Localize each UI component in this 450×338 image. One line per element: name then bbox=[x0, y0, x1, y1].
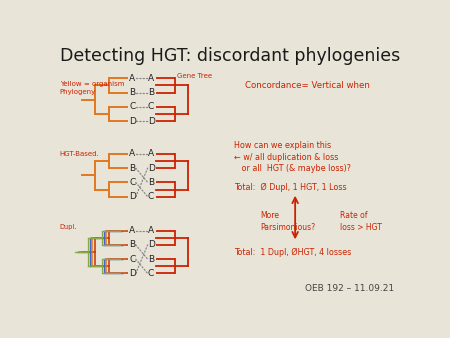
Text: C: C bbox=[129, 102, 135, 112]
Text: B: B bbox=[148, 88, 154, 97]
Text: B: B bbox=[129, 240, 135, 249]
Text: D: D bbox=[148, 117, 154, 126]
Text: B: B bbox=[148, 255, 154, 264]
Text: Dupl.: Dupl. bbox=[60, 224, 77, 230]
Text: B: B bbox=[129, 88, 135, 97]
Text: A: A bbox=[148, 226, 154, 235]
Text: Detecting HGT: discordant phylogenies: Detecting HGT: discordant phylogenies bbox=[60, 47, 401, 65]
Text: A: A bbox=[148, 149, 154, 158]
Text: D: D bbox=[129, 269, 136, 278]
Text: B: B bbox=[148, 178, 154, 187]
Text: Yellow = organism
Phylogeny: Yellow = organism Phylogeny bbox=[60, 81, 124, 95]
Text: D: D bbox=[148, 240, 154, 249]
Text: HGT-Based.: HGT-Based. bbox=[60, 151, 99, 157]
Text: Rate of
loss > HGT: Rate of loss > HGT bbox=[341, 211, 382, 232]
Text: A: A bbox=[129, 226, 135, 235]
Text: A: A bbox=[129, 149, 135, 158]
Text: Concordance= Vertical when: Concordance= Vertical when bbox=[245, 81, 369, 90]
Text: Total:  1 Dupl, ØHGT, 4 losses: Total: 1 Dupl, ØHGT, 4 losses bbox=[234, 247, 351, 257]
Text: C: C bbox=[148, 102, 154, 112]
Text: B: B bbox=[129, 164, 135, 173]
Text: D: D bbox=[129, 117, 136, 126]
Text: C: C bbox=[129, 255, 135, 264]
Text: Gene Tree: Gene Tree bbox=[176, 73, 212, 79]
Text: OEB 192 – 11.09.21: OEB 192 – 11.09.21 bbox=[306, 284, 395, 293]
Text: More
Parsimonious?: More Parsimonious? bbox=[260, 211, 315, 232]
Text: A: A bbox=[148, 74, 154, 83]
Text: A: A bbox=[129, 74, 135, 83]
Text: C: C bbox=[129, 178, 135, 187]
Text: C: C bbox=[148, 192, 154, 201]
Text: Total:  Ø Dupl, 1 HGT, 1 Loss: Total: Ø Dupl, 1 HGT, 1 Loss bbox=[234, 183, 347, 192]
Text: D: D bbox=[129, 192, 136, 201]
Text: How can we explain this
← w/ all duplication & loss
   or all  HGT (& maybe loss: How can we explain this ← w/ all duplica… bbox=[234, 141, 351, 173]
Text: D: D bbox=[148, 164, 154, 173]
Text: C: C bbox=[148, 269, 154, 278]
